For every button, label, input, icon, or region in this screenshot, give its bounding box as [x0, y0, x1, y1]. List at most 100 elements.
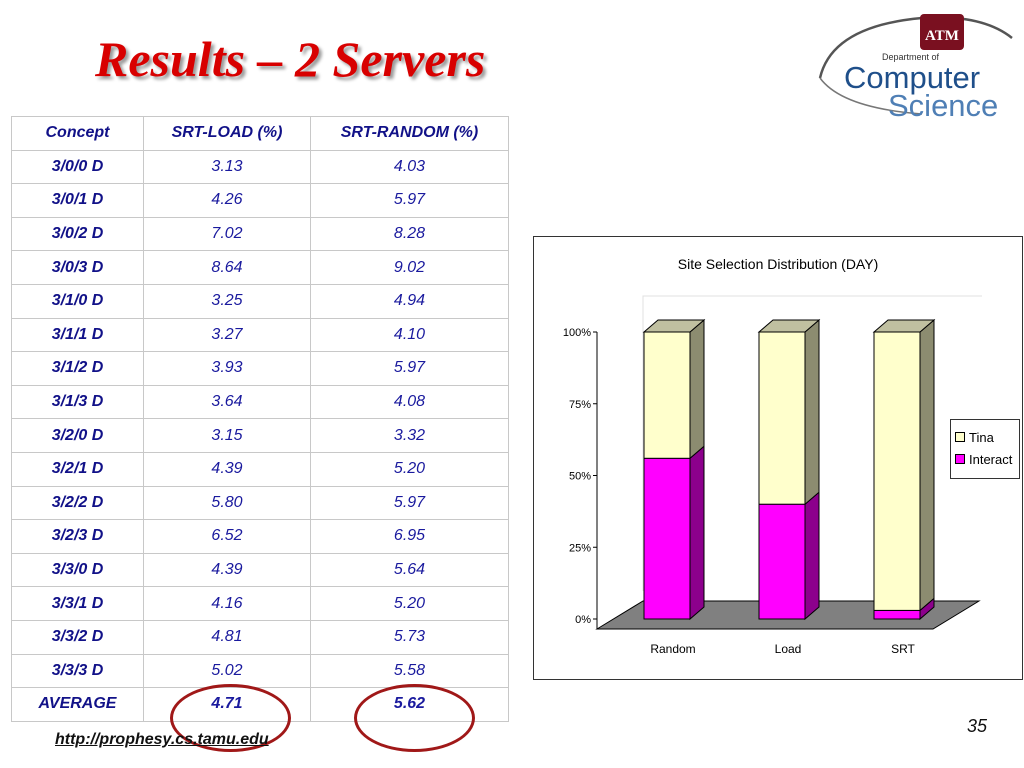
- concept-cell: 3/3/1 D: [11, 586, 144, 621]
- site-selection-chart: Site Selection Distribution (DAY) 0% 25% 50…: [533, 236, 1023, 680]
- table-row: 3/1/2 D 3.93 5.97: [11, 351, 509, 386]
- legend-item-tina: Tina: [955, 428, 994, 446]
- concept-cell: 3/1/2 D: [11, 351, 144, 386]
- srt-random-cell: 5.97: [310, 485, 509, 521]
- computer-science-logo: ATM Department of Computer Science: [818, 14, 1013, 123]
- concept-cell: 3/0/0 D: [11, 149, 144, 185]
- legend-label-tina: Tina: [969, 429, 994, 445]
- srt-random-cell: 4.08: [310, 384, 509, 420]
- y-tick-label: 100%: [563, 327, 591, 339]
- average-label: AVERAGE: [11, 687, 144, 722]
- bar-interact-srt: [873, 609, 921, 620]
- y-tick-label: 50%: [569, 471, 591, 483]
- concept-cell: 3/2/1 D: [11, 451, 144, 487]
- srt-load-cell: 4.16: [143, 586, 311, 621]
- bar-interact-random: [643, 457, 691, 620]
- bar-side-interact-random: [689, 445, 705, 621]
- table-row: 3/0/1 D 4.26 5.97: [11, 183, 509, 218]
- highlight-circle-random: [354, 684, 475, 752]
- srt-load-cell: 6.52: [143, 519, 311, 554]
- slide-title: Results – 2 Servers: [95, 31, 486, 87]
- concept-cell: 3/2/3 D: [11, 519, 144, 554]
- table-row: 3/2/1 D 4.39 5.20: [11, 451, 509, 487]
- header-srt-random: SRT-RANDOM (%): [310, 116, 509, 151]
- concept-cell: 3/2/2 D: [11, 485, 144, 521]
- srt-random-cell: 8.28: [310, 216, 509, 252]
- y-tick-label: 75%: [569, 399, 591, 411]
- table-row: 3/2/3 D 6.52 6.95: [11, 519, 509, 554]
- srt-load-cell: 4.39: [143, 552, 311, 588]
- y-tick-label: 0%: [575, 614, 591, 626]
- srt-random-cell: 5.97: [310, 351, 509, 386]
- srt-random-cell: 4.94: [310, 283, 509, 319]
- concept-cell: 3/1/1 D: [11, 317, 144, 353]
- srt-random-cell: 5.64: [310, 552, 509, 588]
- concept-cell: 3/2/0 D: [11, 418, 144, 453]
- srt-load-cell: 5.02: [143, 653, 311, 689]
- legend-label-interact: Interact: [969, 451, 1013, 467]
- table-row: 3/0/3 D 8.64 9.02: [11, 250, 509, 285]
- x-tick-label: SRT: [891, 642, 915, 656]
- tamu-emblem: [920, 14, 964, 50]
- bar-tina-load: [758, 331, 806, 505]
- srt-load-cell: 4.81: [143, 619, 311, 655]
- srt-random-cell: 5.58: [310, 653, 509, 689]
- srt-load-cell: 7.02: [143, 216, 311, 252]
- srt-random-cell: 5.97: [310, 183, 509, 218]
- srt-load-cell: 4.39: [143, 451, 311, 487]
- page-number: 35: [967, 716, 988, 736]
- srt-load-cell: 4.26: [143, 183, 311, 218]
- concept-cell: 3/0/3 D: [11, 250, 144, 285]
- logo-computer: Computer: [844, 60, 980, 95]
- logo-department: Department of: [882, 52, 940, 62]
- table-row: 3/3/2 D 4.81 5.73: [11, 619, 509, 655]
- bar-tina-srt: [873, 331, 921, 611]
- chart-back-wall: [642, 295, 982, 591]
- srt-load-cell: 3.27: [143, 317, 311, 353]
- srt-random-cell: 5.20: [310, 451, 509, 487]
- srt-load-cell: 3.93: [143, 351, 311, 386]
- legend-item-interact: Interact: [955, 450, 1012, 468]
- srt-load-cell: 8.64: [143, 250, 311, 285]
- concept-cell: 3/1/3 D: [11, 384, 144, 420]
- concept-cell: 3/3/2 D: [11, 619, 144, 655]
- table-header-row: Concept SRT-LOAD (%) SRT-RANDOM (%): [11, 116, 509, 151]
- srt-random-cell: 9.02: [310, 250, 509, 285]
- bar-side-tina-random: [689, 318, 705, 460]
- legend-swatch-interact: [955, 454, 965, 464]
- x-tick-label: Load: [775, 642, 802, 656]
- chart-legend: Tina Interact: [950, 419, 1020, 479]
- bar-side-tina-srt: [919, 318, 935, 612]
- table-row: 3/3/3 D 5.02 5.58: [11, 653, 509, 689]
- legend-swatch-tina: [955, 432, 965, 442]
- bar-side-interact-load: [804, 491, 820, 621]
- bar-top-load: [757, 319, 821, 333]
- concept-cell: 3/0/2 D: [11, 216, 144, 252]
- concept-cell: 3/1/0 D: [11, 283, 144, 319]
- bar-side-tina-load: [804, 318, 820, 506]
- srt-random-cell: 4.10: [310, 317, 509, 353]
- concept-cell: 3/3/0 D: [11, 552, 144, 588]
- chart-svg: Site Selection Distribution (DAY) 0% 25% 50…: [563, 256, 982, 656]
- srt-load-cell: 3.64: [143, 384, 311, 420]
- bar-tina-random: [643, 331, 691, 459]
- table-row: 3/1/3 D 3.64 4.08: [11, 384, 509, 420]
- srt-load-cell: 3.25: [143, 283, 311, 319]
- table-row: 3/3/1 D 4.16 5.20: [11, 586, 509, 621]
- srt-random-cell: 4.03: [310, 149, 509, 185]
- table-row: 3/0/2 D 7.02 8.28: [11, 216, 509, 252]
- table-row: 3/1/0 D 3.25 4.94: [11, 283, 509, 319]
- footer-link[interactable]: http://prophesy.cs.tamu.edu: [55, 731, 269, 748]
- chart-title: Site Selection Distribution (DAY): [678, 256, 878, 272]
- concept-cell: 3/0/1 D: [11, 183, 144, 218]
- table-row: 3/2/0 D 3.15 3.32: [11, 418, 509, 453]
- srt-random-cell: 3.32: [310, 418, 509, 453]
- table-row: 3/1/1 D 3.27 4.10: [11, 317, 509, 353]
- x-tick-label: Random: [650, 642, 695, 656]
- srt-load-cell: 3.13: [143, 149, 311, 185]
- bar-interact-load: [758, 503, 806, 620]
- results-table: Concept SRT-LOAD (%) SRT-RANDOM (%) 3/0/…: [11, 116, 509, 722]
- table-row: 3/0/0 D 3.13 4.03: [11, 149, 509, 185]
- logo-emblem-letters: ATM: [925, 28, 959, 44]
- bar-top-srt: [872, 319, 936, 333]
